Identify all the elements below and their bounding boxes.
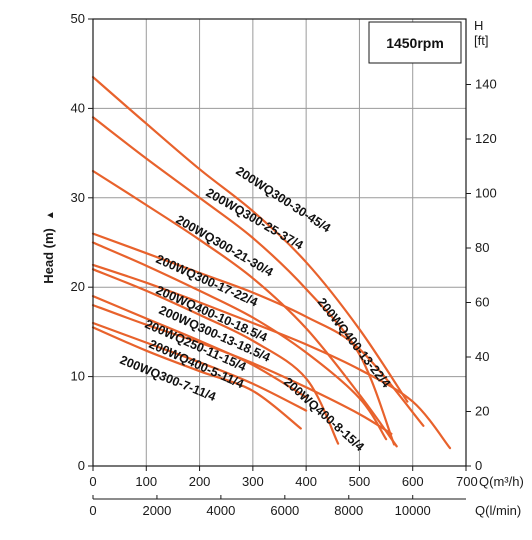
ft-tick-label: 40 bbox=[475, 349, 489, 364]
y-tick-label: 50 bbox=[71, 11, 85, 26]
y-tick-label: 10 bbox=[71, 369, 85, 384]
curve-200wq300-17-22-4 bbox=[91, 241, 388, 441]
x-axis-unit-lpm: Q(l/min) bbox=[475, 503, 521, 518]
ft-tick-label: 100 bbox=[475, 186, 497, 201]
ft-tick-label: 60 bbox=[475, 295, 489, 310]
grid bbox=[93, 19, 466, 466]
curve-200wq250-11-15-4 bbox=[91, 295, 308, 399]
plot-frame bbox=[92, 18, 467, 467]
curve-200wq300-30-45-4 bbox=[91, 76, 409, 403]
curves bbox=[91, 76, 452, 450]
curve-200wq400-8-15-4 bbox=[91, 304, 393, 435]
y-tick-label: 40 bbox=[71, 100, 85, 115]
curve-label: 200WQ300-30-45/4 bbox=[233, 164, 333, 236]
x-axis-unit-m3h: Q(m³/h) bbox=[479, 474, 524, 489]
lpm-tick-label: 8000 bbox=[334, 503, 363, 518]
x-tick-label: 400 bbox=[295, 474, 317, 489]
y-axis-label: Head (m)▲ bbox=[41, 210, 56, 284]
x-tick-label: 0 bbox=[89, 474, 96, 489]
right-axis-unit: [ft] bbox=[474, 33, 488, 48]
ft-tick-label: 0 bbox=[475, 458, 482, 473]
x-tick-label: 700 bbox=[456, 474, 478, 489]
x-tick-label: 100 bbox=[135, 474, 157, 489]
left-axis-title: Head (m)▲ bbox=[41, 210, 56, 284]
rpm-box: 1450rpm bbox=[368, 21, 462, 64]
right-axis-title: H bbox=[474, 18, 483, 33]
y-tick-label: 0 bbox=[78, 458, 85, 473]
x-tick-label: 300 bbox=[242, 474, 264, 489]
lpm-tick-label: 4000 bbox=[206, 503, 235, 518]
lpm-tick-label: 10000 bbox=[395, 503, 431, 518]
x-tick-label: 600 bbox=[402, 474, 424, 489]
ft-tick-label: 140 bbox=[475, 77, 497, 92]
rpm-label: 1450rpm bbox=[386, 35, 444, 51]
curve-200wq300-21-30-4 bbox=[91, 169, 398, 448]
lpm-tick-label: 6000 bbox=[270, 503, 299, 518]
curve-200wq400-13-22-4 bbox=[91, 232, 425, 427]
curve-200wq300-25-37-4 bbox=[91, 116, 396, 446]
x-tick-label: 200 bbox=[189, 474, 211, 489]
curve-200wq300-7-11-4 bbox=[91, 326, 302, 430]
curve-200wq400-5-11-4 bbox=[91, 321, 308, 412]
lpm-tick-label: 2000 bbox=[142, 503, 171, 518]
curve-200wq300-13-18-5-4 bbox=[91, 268, 340, 445]
y-tick-label: 30 bbox=[71, 190, 85, 205]
ft-tick-label: 120 bbox=[475, 131, 497, 146]
y-tick-label: 20 bbox=[71, 279, 85, 294]
lpm-tick-label: 0 bbox=[89, 503, 96, 518]
ft-tick-label: 80 bbox=[475, 240, 489, 255]
curve-200wq400-10-18-5-4 bbox=[91, 263, 452, 450]
ft-tick-label: 20 bbox=[475, 404, 489, 419]
x-tick-label: 500 bbox=[349, 474, 371, 489]
